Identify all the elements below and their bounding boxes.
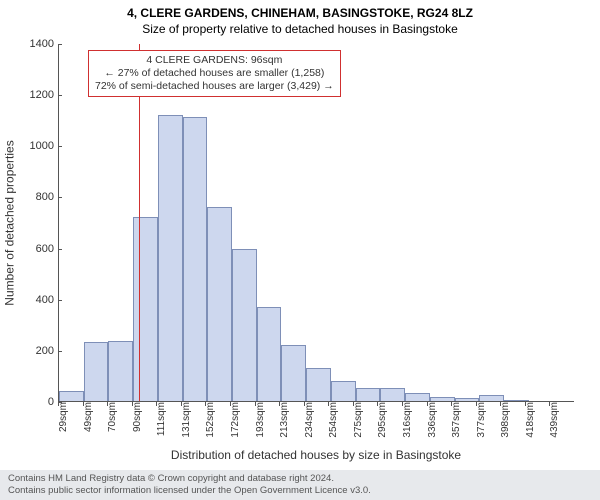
bars-group bbox=[59, 44, 574, 401]
x-tick-label: 172sqm bbox=[228, 402, 241, 438]
chart-container: 4, CLERE GARDENS, CHINEHAM, BASINGSTOKE,… bbox=[0, 0, 600, 470]
x-tick-label: 377sqm bbox=[474, 402, 487, 438]
x-tick-label: 357sqm bbox=[449, 402, 462, 438]
footer: Contains HM Land Registry data © Crown c… bbox=[0, 470, 600, 500]
x-tick-label: 29sqm bbox=[56, 402, 69, 432]
x-tick-label: 398sqm bbox=[498, 402, 511, 438]
x-tick-label: 70sqm bbox=[105, 402, 118, 432]
plot-area bbox=[58, 44, 574, 402]
bar bbox=[59, 391, 84, 401]
bar bbox=[183, 117, 208, 401]
x-tick-label: 439sqm bbox=[547, 402, 560, 438]
x-tick-label: 316sqm bbox=[400, 402, 413, 438]
footer-line1: Contains HM Land Registry data © Crown c… bbox=[8, 473, 592, 485]
x-tick-label: 295sqm bbox=[375, 402, 388, 438]
x-tick-label: 336sqm bbox=[425, 402, 438, 438]
x-tick-label: 193sqm bbox=[253, 402, 266, 438]
bar bbox=[108, 341, 133, 401]
bar bbox=[232, 249, 257, 401]
bar bbox=[281, 345, 306, 401]
bar bbox=[306, 368, 331, 401]
bar bbox=[504, 400, 529, 401]
y-tick: 1400 bbox=[30, 38, 58, 50]
bar bbox=[133, 217, 158, 401]
y-tick: 1200 bbox=[30, 89, 58, 101]
x-tick-label: 152sqm bbox=[203, 402, 216, 438]
bar bbox=[158, 115, 183, 401]
x-tick-label: 275sqm bbox=[351, 402, 364, 438]
y-tick: 200 bbox=[36, 345, 58, 357]
y-tick: 1000 bbox=[30, 140, 58, 152]
y-tick: 800 bbox=[36, 191, 58, 203]
x-tick-label: 131sqm bbox=[179, 402, 192, 438]
chart-title-line1: 4, CLERE GARDENS, CHINEHAM, BASINGSTOKE,… bbox=[0, 0, 600, 20]
x-tick-label: 90sqm bbox=[130, 402, 143, 432]
x-tick-label: 213sqm bbox=[277, 402, 290, 438]
x-tick-label: 418sqm bbox=[523, 402, 536, 438]
chart-title-line2: Size of property relative to detached ho… bbox=[0, 20, 600, 36]
bar bbox=[84, 342, 109, 401]
x-tick-label: 49sqm bbox=[81, 402, 94, 432]
plot-region: 0200400600800100012001400 29sqm49sqm70sq… bbox=[58, 44, 574, 402]
annotation-line1: 4 CLERE GARDENS: 96sqm bbox=[95, 54, 334, 67]
footer-line2: Contains public sector information licen… bbox=[8, 485, 592, 497]
annotation-line3: 72% of semi-detached houses are larger (… bbox=[95, 80, 334, 93]
bar bbox=[455, 398, 480, 401]
y-tick: 400 bbox=[36, 294, 58, 306]
bar bbox=[331, 381, 356, 401]
x-axis-label: Distribution of detached houses by size … bbox=[58, 448, 574, 462]
x-tick-label: 234sqm bbox=[302, 402, 315, 438]
bar bbox=[430, 397, 455, 401]
bar bbox=[479, 395, 504, 401]
y-tick: 600 bbox=[36, 243, 58, 255]
bar bbox=[356, 388, 381, 401]
x-tick-label: 111sqm bbox=[154, 402, 167, 436]
y-axis-label-wrap: Number of detached properties bbox=[0, 44, 20, 402]
bar bbox=[207, 207, 232, 401]
bar bbox=[405, 393, 430, 401]
marker-line bbox=[139, 44, 140, 401]
bar bbox=[380, 388, 405, 401]
annotation-box: 4 CLERE GARDENS: 96sqm ← 27% of detached… bbox=[88, 50, 341, 97]
x-tick-label: 254sqm bbox=[326, 402, 339, 438]
bar bbox=[257, 307, 282, 401]
annotation-line2: ← 27% of detached houses are smaller (1,… bbox=[95, 67, 334, 80]
y-axis-label: Number of detached properties bbox=[3, 140, 17, 305]
